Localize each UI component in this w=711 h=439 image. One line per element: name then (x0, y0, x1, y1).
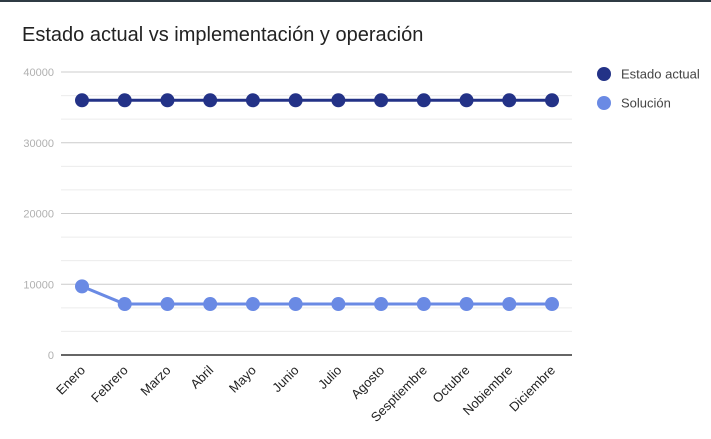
legend-label: Estado actual (621, 67, 700, 82)
grid-lines (61, 71, 572, 356)
y-axis-ticks: 0 10000 20000 30000 40000 (23, 67, 54, 362)
x-tick-label: Junio (269, 363, 302, 396)
legend-marker (597, 96, 611, 110)
data-point[interactable] (331, 93, 346, 108)
series-2 (75, 279, 559, 312)
data-point[interactable] (288, 297, 303, 312)
x-tick-label: Abril (187, 362, 216, 391)
data-point[interactable] (374, 297, 389, 312)
y-tick-label: 10000 (23, 279, 54, 291)
series-group (75, 93, 559, 312)
y-tick-label: 0 (48, 350, 54, 362)
x-tick-label: Diciembre (506, 363, 558, 415)
chart-title: Estado actual vs implementación y operac… (22, 24, 424, 46)
x-tick-label: Marzo (137, 363, 173, 399)
legend: Estado actual Solución (597, 67, 700, 111)
data-point[interactable] (160, 93, 175, 108)
y-tick-label: 20000 (23, 209, 54, 221)
data-point[interactable] (75, 93, 89, 108)
x-axis-ticks: Enero Febrero Marzo Abril Mayo Junio Julio Agos… (53, 362, 558, 424)
x-tick-label: Octubre (429, 363, 472, 406)
top-border (0, 0, 711, 2)
x-tick-label: Agosto (348, 363, 387, 402)
y-tick-label: 30000 (23, 138, 54, 150)
data-point[interactable] (502, 93, 517, 108)
data-point[interactable] (331, 297, 346, 312)
y-tick-label: 40000 (23, 67, 54, 79)
x-tick-label: Julio (315, 363, 345, 393)
data-point[interactable] (203, 93, 218, 108)
data-point[interactable] (545, 297, 559, 312)
series-line (81, 284, 552, 306)
data-point[interactable] (374, 93, 389, 108)
legend-item[interactable]: Estado actual (597, 67, 700, 82)
x-tick-label: Mayo (226, 363, 259, 396)
legend-item[interactable]: Solución (597, 96, 671, 111)
data-point[interactable] (288, 93, 303, 108)
x-tick-label: Enero (53, 363, 88, 398)
data-point[interactable] (203, 297, 218, 312)
data-point[interactable] (117, 93, 132, 108)
legend-label: Solución (621, 96, 671, 111)
legend-marker (597, 67, 611, 81)
data-point[interactable] (416, 93, 431, 108)
data-point[interactable] (245, 297, 260, 312)
x-tick-label: Febrero (88, 363, 131, 406)
data-point[interactable] (416, 297, 431, 312)
data-point[interactable] (75, 279, 89, 294)
data-point[interactable] (245, 93, 260, 108)
data-point[interactable] (459, 93, 474, 108)
data-point[interactable] (160, 297, 175, 312)
series-1 (75, 93, 559, 108)
data-point[interactable] (502, 297, 517, 312)
data-point[interactable] (117, 297, 132, 312)
data-point[interactable] (459, 297, 474, 312)
data-point[interactable] (545, 93, 559, 108)
